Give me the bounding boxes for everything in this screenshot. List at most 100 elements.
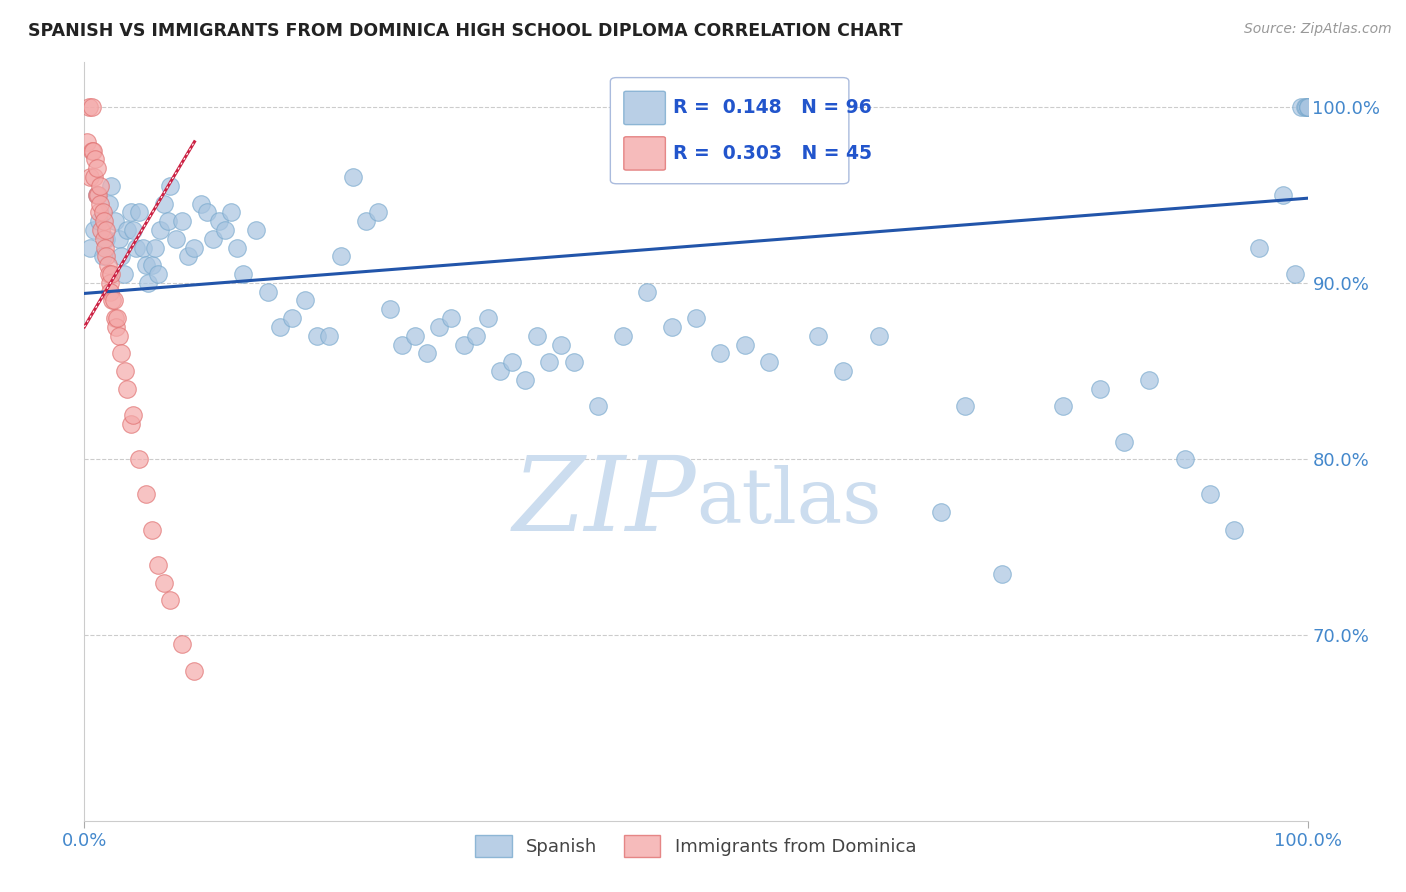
Point xyxy=(96,232,118,246)
Point xyxy=(104,311,127,326)
Point xyxy=(96,249,118,263)
Point xyxy=(159,178,181,193)
Legend: Spanish, Immigrants from Dominica: Spanish, Immigrants from Dominica xyxy=(468,828,924,864)
Point xyxy=(538,355,561,369)
Point xyxy=(869,328,891,343)
Point xyxy=(991,566,1014,581)
Point xyxy=(115,382,138,396)
FancyBboxPatch shape xyxy=(624,136,665,170)
Point xyxy=(929,505,952,519)
Point xyxy=(1052,399,1074,413)
Point xyxy=(128,205,150,219)
Point xyxy=(122,223,145,237)
Point xyxy=(318,328,340,343)
Point xyxy=(562,355,585,369)
Point xyxy=(136,276,159,290)
Point xyxy=(143,241,166,255)
Point xyxy=(110,249,132,263)
Point xyxy=(107,328,129,343)
Point xyxy=(281,311,304,326)
Point xyxy=(953,399,976,413)
Point xyxy=(141,523,163,537)
Point xyxy=(758,355,780,369)
Point xyxy=(807,328,830,343)
Point xyxy=(79,169,101,184)
Point xyxy=(685,311,707,326)
Point xyxy=(105,320,128,334)
Point xyxy=(636,285,658,299)
Point xyxy=(612,328,634,343)
Point xyxy=(100,178,122,193)
Point xyxy=(135,258,157,272)
Point xyxy=(96,223,118,237)
Point xyxy=(550,337,572,351)
Point xyxy=(80,144,103,158)
Point xyxy=(82,144,104,158)
Point xyxy=(87,205,110,219)
Point xyxy=(1114,434,1136,449)
Point xyxy=(734,337,756,351)
Point xyxy=(342,169,364,184)
Point xyxy=(87,214,110,228)
Point xyxy=(380,302,402,317)
Point xyxy=(91,205,114,219)
Point xyxy=(440,311,463,326)
Point xyxy=(201,232,224,246)
Point xyxy=(1137,373,1160,387)
Point xyxy=(172,214,194,228)
Point xyxy=(464,328,486,343)
Point xyxy=(93,232,115,246)
Point xyxy=(135,487,157,501)
Point xyxy=(115,223,138,237)
Point xyxy=(97,267,120,281)
Point xyxy=(77,99,100,113)
Point xyxy=(195,205,218,219)
Point xyxy=(153,575,176,590)
Point xyxy=(1223,523,1246,537)
Point xyxy=(257,285,280,299)
Point xyxy=(110,346,132,360)
Text: SPANISH VS IMMIGRANTS FROM DOMINICA HIGH SCHOOL DIPLOMA CORRELATION CHART: SPANISH VS IMMIGRANTS FROM DOMINICA HIGH… xyxy=(28,22,903,40)
Point xyxy=(101,293,124,308)
Point xyxy=(146,558,169,572)
Point xyxy=(86,187,108,202)
Point xyxy=(156,214,179,228)
Point xyxy=(269,320,291,334)
Point xyxy=(1174,452,1197,467)
Point xyxy=(1291,99,1313,113)
Point xyxy=(330,249,353,263)
FancyBboxPatch shape xyxy=(610,78,849,184)
Point xyxy=(83,169,105,184)
Point xyxy=(128,452,150,467)
Point xyxy=(489,364,512,378)
Point xyxy=(526,328,548,343)
Point xyxy=(1284,267,1306,281)
Point xyxy=(183,241,205,255)
Point xyxy=(1296,99,1319,113)
Point xyxy=(177,249,200,263)
Point xyxy=(89,196,111,211)
Point xyxy=(93,214,115,228)
Point xyxy=(80,99,103,113)
Point xyxy=(153,196,176,211)
FancyBboxPatch shape xyxy=(624,91,665,125)
Point xyxy=(114,364,136,378)
Point xyxy=(404,328,426,343)
Point xyxy=(1272,187,1295,202)
Point xyxy=(214,223,236,237)
Point xyxy=(125,241,148,255)
Point xyxy=(79,241,101,255)
Point xyxy=(416,346,439,360)
Point xyxy=(159,593,181,607)
Point xyxy=(83,223,105,237)
Point xyxy=(98,285,121,299)
Point xyxy=(86,161,108,176)
Point xyxy=(305,328,328,343)
Point xyxy=(76,135,98,149)
Point xyxy=(477,311,499,326)
Point xyxy=(120,417,142,431)
Point xyxy=(141,258,163,272)
Point xyxy=(1247,241,1270,255)
Point xyxy=(453,337,475,351)
Point xyxy=(98,276,121,290)
